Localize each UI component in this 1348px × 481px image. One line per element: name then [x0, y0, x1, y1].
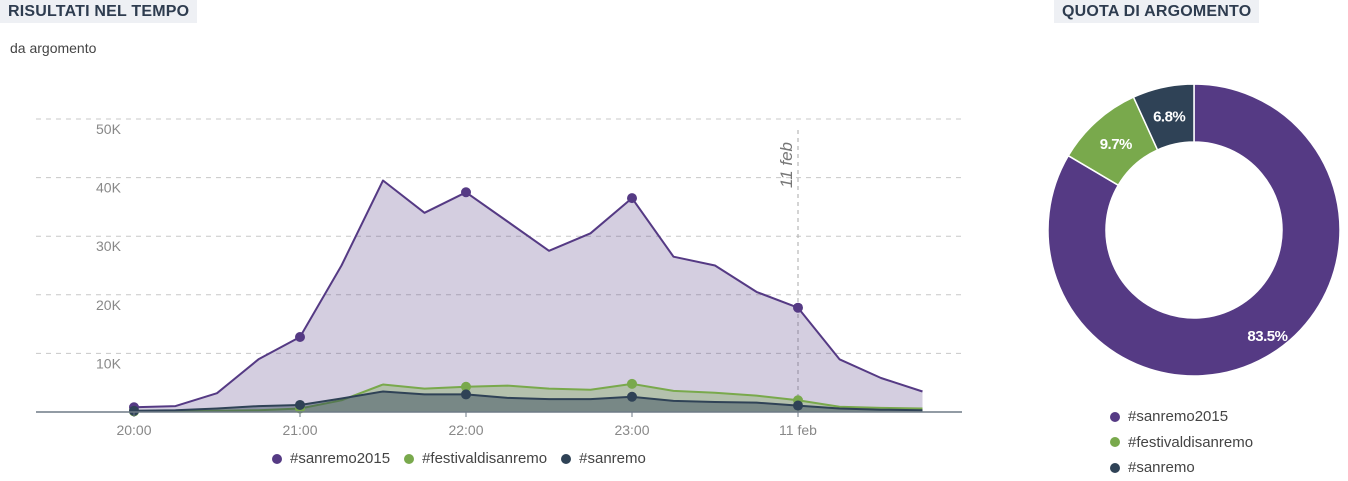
topic-share-donut-chart: 83.5% 9.7% 6.8% [1047, 83, 1341, 377]
legend-marker-sanremo [1110, 462, 1120, 473]
donut-slice-sanremo2015 [1047, 83, 1341, 377]
point-sanremo2015 [461, 187, 471, 198]
legend-item-sanremo[interactable]: #sanremo [561, 450, 646, 467]
legend-label: #sanremo [1128, 459, 1195, 477]
y-tick-label: 20K [96, 297, 122, 313]
legend-marker-festivaldisanremo [404, 453, 415, 464]
y-tick-label: 10K [96, 355, 122, 371]
legend-label: #sanremo [579, 450, 646, 467]
line-festivaldisanremo [134, 382, 923, 413]
area-sanremo [134, 391, 923, 412]
point-sanremo2015 [627, 193, 637, 204]
y-tick-label: 50K [96, 121, 122, 137]
point-festivaldisanremo [627, 378, 637, 389]
donut-label-festivaldisanremo: 9.7% [1100, 136, 1132, 153]
legend-marker-sanremo2015 [272, 453, 282, 464]
line-chart-legend: #sanremo2015 #festivaldisanremo #sanremo [272, 450, 660, 467]
legend-marker-sanremo [561, 453, 572, 464]
topic-share-title: QUOTA DI ARGOMENTO [1054, 0, 1260, 23]
point-sanremo2015 [793, 302, 803, 313]
donut-label-sanremo2015: 83.5% [1247, 328, 1287, 345]
donut-chart-legend: #sanremo2015 #festivaldisanremo #sanremo [1110, 404, 1253, 481]
y-tick-label: 40K [96, 180, 122, 196]
date-divider-annotation: 11 feb [777, 142, 796, 188]
point-festivaldisanremo [461, 381, 471, 392]
legend-label: #sanremo2015 [1128, 408, 1229, 426]
results-over-time-title: RISULTATI NEL TEMPO [0, 0, 198, 23]
legend-item-sanremo[interactable]: #sanremo [1110, 455, 1253, 481]
donut-label-sanremo: 6.8% [1153, 109, 1185, 126]
line-sanremo2015 [133, 179, 923, 409]
line-sanremo [133, 390, 923, 412]
legend-item-festivaldisanremo[interactable]: #festivaldisanremo [404, 450, 547, 467]
x-tick-label: 11 feb [779, 422, 817, 438]
point-sanremo2015 [295, 331, 305, 342]
point-sanremo [461, 389, 471, 400]
donut-slice-sanremo [1132, 83, 1195, 151]
results-over-time-chart: 10K 20K 30K 40K 50K 11 feb 20:00 21:00 22:00 23:0… [36, 118, 962, 438]
x-tick-label: 22:00 [448, 422, 483, 438]
point-sanremo [129, 405, 139, 416]
chart-subtitle: da argomento [10, 40, 97, 56]
legend-item-sanremo2015[interactable]: #sanremo2015 [272, 450, 390, 467]
x-tick-label: 23:00 [614, 422, 649, 438]
legend-label: #festivaldisanremo [422, 450, 548, 467]
legend-item-festivaldisanremo[interactable]: #festivaldisanremo [1110, 430, 1253, 456]
legend-marker-festivaldisanremo [1110, 437, 1120, 448]
legend-item-sanremo2015[interactable]: #sanremo2015 [1110, 404, 1253, 430]
x-tick-label: 21:00 [282, 422, 317, 438]
legend-marker-sanremo2015 [1110, 411, 1120, 422]
x-tick-label: 20:00 [116, 422, 151, 438]
area-sanremo2015 [134, 180, 923, 412]
legend-label: #festivaldisanremo [1128, 433, 1254, 451]
point-sanremo [793, 400, 803, 411]
y-tick-label: 30K [96, 238, 122, 254]
legend-label: #sanremo2015 [290, 450, 391, 467]
point-sanremo [295, 399, 305, 410]
point-sanremo [627, 391, 637, 402]
